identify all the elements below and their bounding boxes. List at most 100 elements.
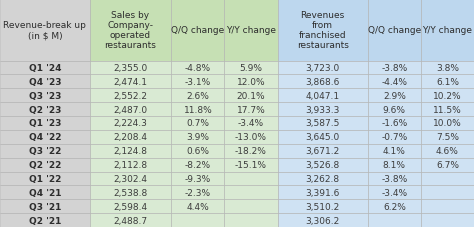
Text: 2,552.2: 2,552.2 bbox=[113, 91, 147, 100]
Text: 20.1%: 20.1% bbox=[237, 91, 265, 100]
Bar bbox=[224, 130, 278, 144]
Text: -3.1%: -3.1% bbox=[185, 78, 211, 86]
Text: Q3 '21: Q3 '21 bbox=[28, 202, 61, 211]
Text: Revenues
from
franchised
restaurants: Revenues from franchised restaurants bbox=[297, 11, 348, 50]
Bar bbox=[0, 213, 90, 227]
Bar bbox=[278, 116, 368, 130]
Bar bbox=[421, 199, 474, 213]
Bar bbox=[90, 0, 171, 61]
Text: 4.1%: 4.1% bbox=[383, 147, 406, 155]
Text: 6.7%: 6.7% bbox=[436, 160, 459, 169]
Text: -3.4%: -3.4% bbox=[381, 188, 407, 197]
Bar bbox=[90, 75, 171, 89]
Text: 2,487.0: 2,487.0 bbox=[113, 105, 147, 114]
Text: 10.2%: 10.2% bbox=[433, 91, 462, 100]
Bar bbox=[0, 144, 90, 158]
Text: Q1 '23: Q1 '23 bbox=[28, 119, 61, 128]
Bar bbox=[0, 158, 90, 172]
Bar bbox=[278, 61, 368, 75]
Text: Y/Y change: Y/Y change bbox=[422, 26, 473, 35]
Text: 11.8%: 11.8% bbox=[183, 105, 212, 114]
Text: Q3 '22: Q3 '22 bbox=[28, 147, 61, 155]
Text: 4.6%: 4.6% bbox=[436, 147, 459, 155]
Bar bbox=[171, 75, 224, 89]
Bar bbox=[224, 116, 278, 130]
Bar bbox=[171, 0, 224, 61]
Bar bbox=[90, 186, 171, 199]
Text: Q4 '22: Q4 '22 bbox=[28, 133, 61, 142]
Bar bbox=[278, 186, 368, 199]
Bar bbox=[171, 103, 224, 116]
Text: Revenue-break up
(in $ M): Revenue-break up (in $ M) bbox=[3, 21, 86, 40]
Bar bbox=[368, 144, 421, 158]
Text: 3.8%: 3.8% bbox=[436, 64, 459, 73]
Text: 17.7%: 17.7% bbox=[237, 105, 265, 114]
Text: -4.8%: -4.8% bbox=[185, 64, 211, 73]
Bar bbox=[224, 61, 278, 75]
Bar bbox=[421, 116, 474, 130]
Text: 6.2%: 6.2% bbox=[383, 202, 406, 211]
Bar bbox=[278, 158, 368, 172]
Bar bbox=[278, 103, 368, 116]
Bar bbox=[421, 0, 474, 61]
Text: 7.5%: 7.5% bbox=[436, 133, 459, 142]
Text: -0.7%: -0.7% bbox=[381, 133, 408, 142]
Text: 2,474.1: 2,474.1 bbox=[113, 78, 147, 86]
Bar bbox=[0, 61, 90, 75]
Text: 3,671.2: 3,671.2 bbox=[306, 147, 340, 155]
Text: -13.0%: -13.0% bbox=[235, 133, 267, 142]
Text: 11.5%: 11.5% bbox=[433, 105, 462, 114]
Bar bbox=[278, 75, 368, 89]
Text: -18.2%: -18.2% bbox=[235, 147, 267, 155]
Bar bbox=[171, 213, 224, 227]
Bar bbox=[368, 172, 421, 186]
Text: 2,112.8: 2,112.8 bbox=[113, 160, 147, 169]
Bar bbox=[224, 75, 278, 89]
Bar bbox=[368, 199, 421, 213]
Text: Q2 '21: Q2 '21 bbox=[28, 216, 61, 225]
Bar bbox=[368, 103, 421, 116]
Bar bbox=[0, 186, 90, 199]
Text: -4.4%: -4.4% bbox=[382, 78, 407, 86]
Text: 4,047.1: 4,047.1 bbox=[306, 91, 340, 100]
Bar bbox=[224, 0, 278, 61]
Bar bbox=[421, 172, 474, 186]
Bar bbox=[171, 172, 224, 186]
Text: 3,262.8: 3,262.8 bbox=[306, 174, 340, 183]
Bar bbox=[90, 116, 171, 130]
Bar bbox=[278, 199, 368, 213]
Text: 2,488.7: 2,488.7 bbox=[113, 216, 147, 225]
Bar bbox=[278, 0, 368, 61]
Bar bbox=[224, 144, 278, 158]
Bar bbox=[224, 89, 278, 103]
Bar bbox=[224, 186, 278, 199]
Bar bbox=[90, 158, 171, 172]
Bar bbox=[171, 199, 224, 213]
Bar bbox=[90, 89, 171, 103]
Text: 2,538.8: 2,538.8 bbox=[113, 188, 147, 197]
Text: -9.3%: -9.3% bbox=[185, 174, 211, 183]
Bar bbox=[368, 116, 421, 130]
Bar bbox=[171, 186, 224, 199]
Text: -3.4%: -3.4% bbox=[238, 119, 264, 128]
Text: -1.6%: -1.6% bbox=[381, 119, 408, 128]
Text: 3,723.0: 3,723.0 bbox=[306, 64, 340, 73]
Text: 2,302.4: 2,302.4 bbox=[113, 174, 147, 183]
Text: 2.6%: 2.6% bbox=[186, 91, 210, 100]
Text: Q4 '23: Q4 '23 bbox=[28, 78, 61, 86]
Bar bbox=[171, 89, 224, 103]
Bar bbox=[368, 130, 421, 144]
Bar bbox=[224, 199, 278, 213]
Text: Q1 '22: Q1 '22 bbox=[28, 174, 61, 183]
Bar bbox=[171, 158, 224, 172]
Text: -2.3%: -2.3% bbox=[185, 188, 211, 197]
Bar bbox=[421, 61, 474, 75]
Bar bbox=[421, 130, 474, 144]
Bar bbox=[421, 75, 474, 89]
Text: 10.0%: 10.0% bbox=[433, 119, 462, 128]
Text: Sales by
Company-
operated
restaurants: Sales by Company- operated restaurants bbox=[105, 11, 156, 50]
Text: -8.2%: -8.2% bbox=[185, 160, 211, 169]
Bar bbox=[224, 103, 278, 116]
Bar bbox=[90, 213, 171, 227]
Text: 2,208.4: 2,208.4 bbox=[113, 133, 147, 142]
